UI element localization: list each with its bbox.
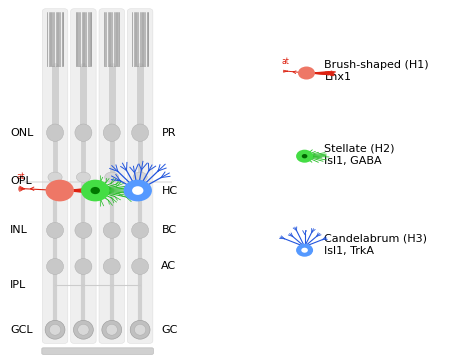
Circle shape [132,186,144,195]
Text: GC: GC [161,325,178,335]
Text: Brush-shaped (H1): Brush-shaped (H1) [324,60,429,70]
Text: HC: HC [161,185,177,196]
Ellipse shape [76,172,91,182]
FancyBboxPatch shape [42,9,68,343]
Ellipse shape [103,258,120,274]
Circle shape [302,154,308,158]
Ellipse shape [49,324,61,335]
Text: OPL: OPL [10,176,32,187]
Text: Isl1, GABA: Isl1, GABA [324,155,382,166]
Circle shape [301,248,308,253]
Text: BC: BC [161,225,176,235]
Circle shape [81,180,109,201]
Text: Stellate (H2): Stellate (H2) [324,143,395,153]
Ellipse shape [103,223,120,238]
Ellipse shape [75,124,92,141]
Text: Isl1, TrkA: Isl1, TrkA [324,246,374,256]
Ellipse shape [130,321,150,339]
Ellipse shape [75,258,92,274]
Circle shape [46,180,74,201]
Ellipse shape [46,258,64,274]
Circle shape [91,187,100,194]
Text: PR: PR [161,128,176,138]
Text: at: at [17,172,25,181]
Circle shape [124,180,152,201]
Circle shape [296,244,313,257]
Text: IPL: IPL [10,280,27,290]
Ellipse shape [102,321,122,339]
Text: ONL: ONL [10,128,34,138]
Ellipse shape [73,321,93,339]
Ellipse shape [46,124,64,141]
FancyBboxPatch shape [42,348,154,354]
Ellipse shape [45,321,65,339]
Ellipse shape [75,223,92,238]
FancyBboxPatch shape [99,9,125,343]
Ellipse shape [132,124,149,141]
Ellipse shape [135,324,146,335]
Text: Lhx1: Lhx1 [324,72,351,82]
Ellipse shape [132,223,149,238]
Ellipse shape [133,172,147,182]
FancyBboxPatch shape [128,9,153,343]
Ellipse shape [132,258,149,274]
Text: GCL: GCL [10,325,33,335]
Text: AC: AC [161,261,176,272]
Text: INL: INL [10,225,28,235]
Ellipse shape [106,324,118,335]
Text: Candelabrum (H3): Candelabrum (H3) [324,234,428,244]
FancyBboxPatch shape [71,9,96,343]
Circle shape [296,150,313,163]
Ellipse shape [103,124,120,141]
Ellipse shape [105,172,119,182]
Text: at: at [281,57,289,66]
Ellipse shape [48,172,62,182]
Ellipse shape [78,324,89,335]
Ellipse shape [46,223,64,238]
Circle shape [298,66,315,79]
